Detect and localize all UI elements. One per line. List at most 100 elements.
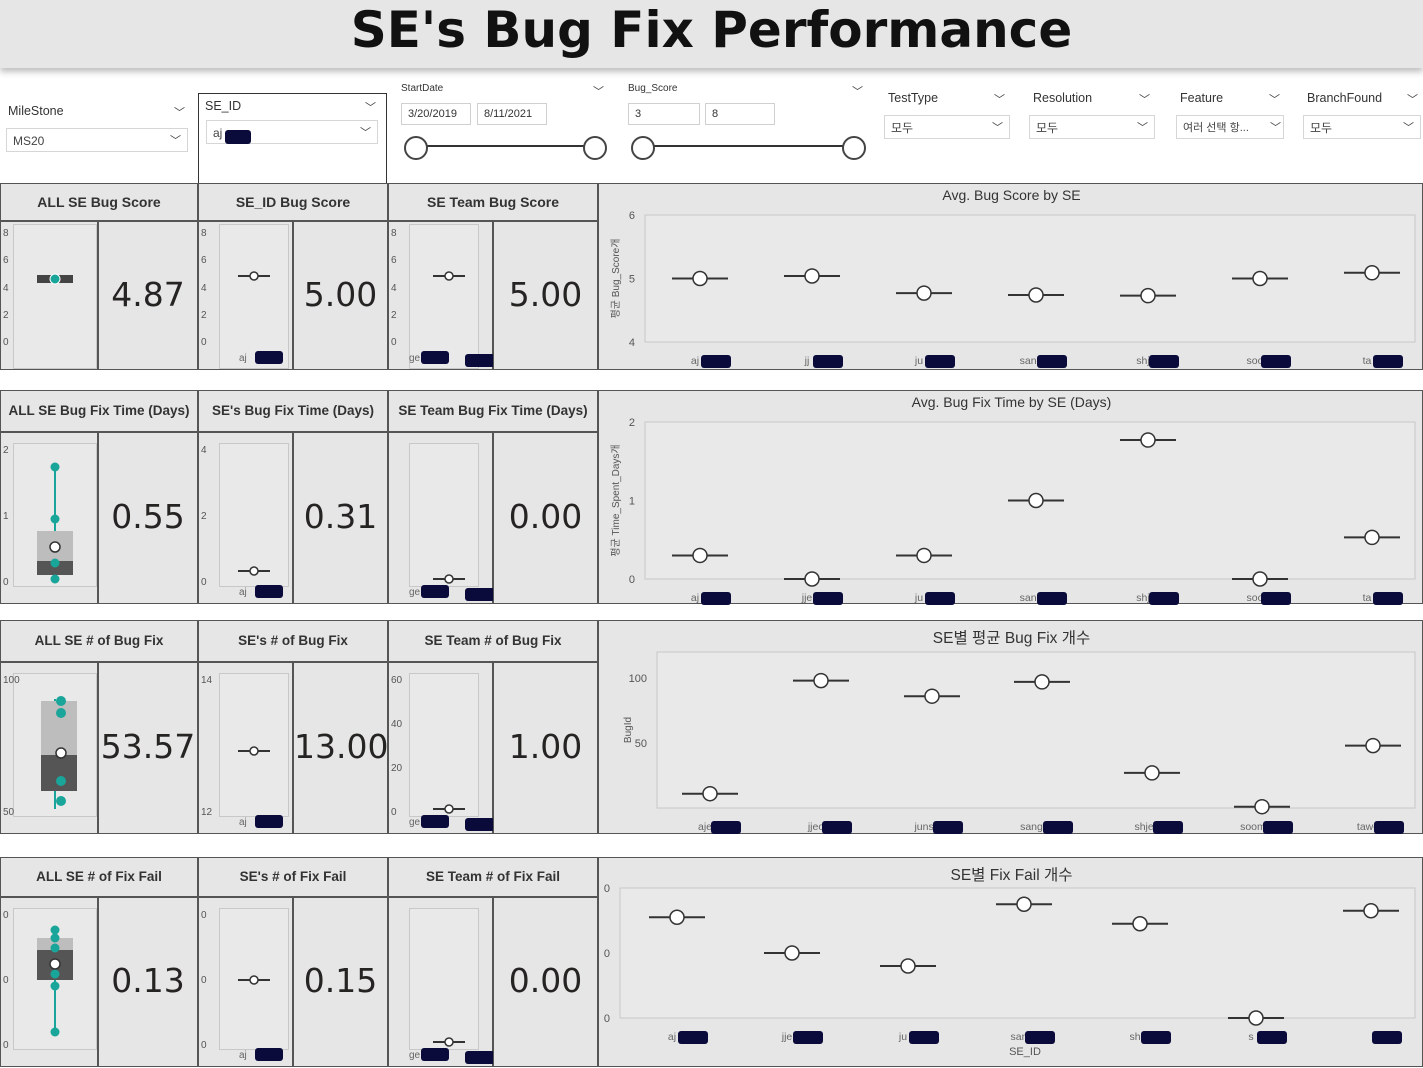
- slicer-test-type[interactable]: TestType ﹀ 모두 ﹀: [882, 91, 1012, 141]
- bug-score-from[interactable]: 3: [628, 103, 700, 125]
- date-slider-handle-start[interactable]: [404, 136, 428, 160]
- mini-plot-area: [219, 224, 289, 369]
- team-mini-chart[interactable]: ge & gs: [388, 432, 495, 604]
- y-tick-label: 8: [3, 228, 9, 239]
- team-kpi-card: 1.00: [493, 662, 598, 834]
- chart-panel[interactable]: [598, 857, 1423, 1067]
- chart-panel[interactable]: [598, 183, 1423, 370]
- dropdown-value: 모두: [891, 121, 914, 135]
- se-kpi-card: 13.00: [293, 662, 388, 834]
- all-mini-chart[interactable]: 8 6 4 2 0: [0, 221, 98, 370]
- team-panel-title: SE Team # of Fix Fail: [425, 869, 561, 884]
- se-kpi-value: 0.15: [303, 961, 378, 1000]
- redaction-mark: [421, 585, 449, 598]
- box-plot: [433, 804, 465, 814]
- date-slider-handle-end[interactable]: [583, 136, 607, 160]
- chevron-down-icon[interactable]: ﹀: [1269, 94, 1280, 106]
- chevron-down-icon[interactable]: ﹀: [1407, 94, 1418, 106]
- milestone-dropdown[interactable]: MS20 ﹀: [6, 128, 188, 152]
- score-slider-handle-start[interactable]: [631, 136, 655, 160]
- slicer-label: Bug_Score: [628, 83, 678, 94]
- redaction-mark: [465, 588, 495, 601]
- team-mini-chart[interactable]: ge & gs: [388, 897, 495, 1067]
- se-panel-title: SE's # of Bug Fix: [238, 633, 348, 648]
- start-date-to[interactable]: 8/11/2021: [477, 103, 547, 125]
- chevron-down-icon[interactable]: ﹀: [593, 86, 604, 98]
- start-date-from[interactable]: 3/20/2019: [401, 103, 471, 125]
- se-mini-chart[interactable]: 0 0 0 aj: [198, 897, 293, 1067]
- date-slider-track[interactable]: [414, 145, 596, 147]
- all-panel: ALL SE # of Bug Fix: [0, 620, 198, 662]
- score-slider-track[interactable]: [643, 145, 853, 147]
- se-mini-chart[interactable]: 14 12 aj: [198, 662, 293, 834]
- slicer-resolution[interactable]: Resolution ﹀ 모두 ﹀: [1027, 91, 1157, 141]
- y-tick-label: 100: [3, 675, 20, 686]
- chevron-down-icon[interactable]: ﹀: [994, 94, 1005, 106]
- bug-score-to[interactable]: 8: [705, 103, 775, 125]
- score-slider-handle-end[interactable]: [842, 136, 866, 160]
- chevron-down-icon[interactable]: ﹀: [365, 102, 376, 114]
- box-lower: [37, 561, 73, 575]
- slicer-bug-score[interactable]: Bug_Score ﹀ 3 8: [625, 83, 870, 163]
- se-panel-title: SE's Bug Fix Time (Days): [211, 403, 374, 418]
- mean-marker: [249, 975, 259, 985]
- chart-title: SE별 평균 Bug Fix 개수: [932, 630, 1091, 647]
- data-point: [50, 933, 60, 943]
- slicer-branch-found[interactable]: BranchFound ﹀ 모두 ﹀: [1301, 91, 1423, 141]
- y-tick-label: 40: [391, 719, 403, 730]
- mini-plot-area: [219, 673, 289, 817]
- slicer-feature[interactable]: Feature ﹀ 여러 선택 항... ﹀: [1174, 91, 1286, 141]
- y-tick-label: 6: [391, 255, 397, 267]
- chart-panel[interactable]: [598, 390, 1423, 604]
- resolution-dropdown[interactable]: 모두 ﹀: [1029, 115, 1155, 139]
- chevron-down-icon: ﹀: [1270, 122, 1281, 134]
- box-plot: [433, 271, 465, 281]
- redaction-mark: [465, 818, 495, 831]
- team-kpi-card: 0.00: [493, 897, 598, 1067]
- chart-title: Avg. Bug Fix Time by SE (Days): [911, 394, 1112, 410]
- feature-dropdown[interactable]: 여러 선택 항... ﹀: [1176, 115, 1284, 139]
- y-tick-label: 1: [3, 511, 9, 522]
- all-kpi-value: 0.55: [111, 497, 185, 536]
- chevron-down-icon[interactable]: ﹀: [174, 107, 185, 119]
- mini-plot-area: [219, 443, 289, 587]
- team-kpi-value: 1.00: [508, 727, 583, 766]
- all-kpi-card: 53.57: [98, 662, 198, 834]
- y-tick-label: 8: [201, 228, 207, 239]
- box-plot: [433, 574, 465, 584]
- box-plot: [238, 975, 270, 985]
- box-plot: [37, 462, 73, 584]
- box-lower: [41, 755, 77, 791]
- slicer-label: MileStone: [8, 104, 64, 118]
- box-plot: [41, 696, 77, 809]
- y-tick-label: 6: [3, 255, 9, 267]
- y-tick-label: 0: [201, 337, 207, 348]
- slicer-se-id[interactable]: SE_ID ﹀ aj ﹀: [198, 93, 387, 183]
- mini-plot-area: [409, 908, 479, 1050]
- y-tick-label: 4: [201, 282, 207, 294]
- y-tick-label: 12: [201, 807, 213, 818]
- mini-plot-area: [13, 224, 97, 369]
- mean-marker: [249, 566, 259, 576]
- chevron-down-icon[interactable]: ﹀: [1139, 94, 1150, 106]
- all-mini-chart[interactable]: 2 1 0: [0, 432, 98, 604]
- slicer-label: Feature: [1180, 91, 1224, 105]
- slicer-label: SE_ID: [205, 99, 242, 113]
- all-kpi-card: 0.13: [98, 897, 198, 1067]
- data-point: [50, 981, 60, 991]
- se-mini-chart[interactable]: 4 2 0 aj: [198, 432, 293, 604]
- slicer-start-date[interactable]: StartDate ﹀ 3/20/2019 8/11/2021: [398, 83, 608, 163]
- test-type-dropdown[interactable]: 모두 ﹀: [884, 115, 1010, 139]
- all-mini-chart[interactable]: 0 0 0: [0, 897, 98, 1067]
- all-panel-title: ALL SE Bug Score: [37, 194, 161, 210]
- slicer-milestone[interactable]: MileStone ﹀ MS20 ﹀: [2, 104, 192, 154]
- chart-panel[interactable]: [598, 620, 1423, 834]
- se-mini-chart[interactable]: 8 6 4 2 0 aj: [198, 221, 293, 370]
- chevron-down-icon[interactable]: ﹀: [852, 86, 863, 98]
- team-panel: SE Team # of Fix Fail: [388, 857, 598, 897]
- branch-found-dropdown[interactable]: 모두 ﹀: [1303, 115, 1421, 139]
- all-mini-chart[interactable]: 100 50: [0, 662, 98, 834]
- y-tick-label: 4: [3, 282, 9, 294]
